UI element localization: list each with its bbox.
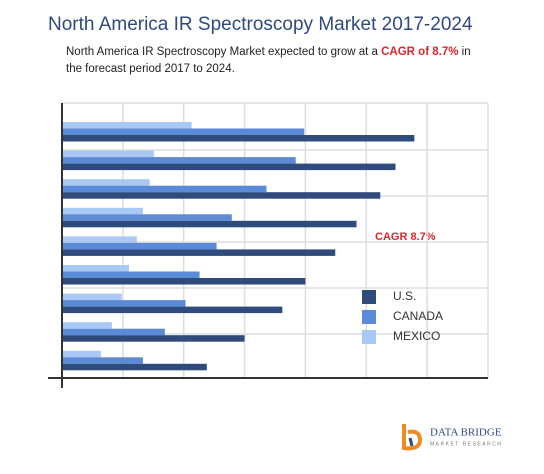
legend-label: CANADA: [393, 309, 443, 323]
subtitle-text: North America IR Spectroscopy Market exp…: [66, 46, 382, 58]
bar: [62, 236, 137, 243]
bar: [62, 179, 150, 186]
chart-title: North America IR Spectroscopy Market 201…: [48, 14, 473, 35]
annotation: CAGR 8.7%: [375, 231, 436, 243]
subtitle-highlight: CAGR of 8.7%: [381, 46, 459, 58]
bar: [62, 278, 306, 285]
bar: [62, 157, 296, 164]
bar: [62, 122, 192, 129]
bar: [62, 350, 101, 358]
bar: [62, 265, 129, 272]
bar: [62, 335, 245, 342]
subtitle-text: in the forecast period 2017 to 2024.: [66, 46, 471, 75]
logo-shape: [402, 424, 423, 451]
bar: [62, 242, 217, 250]
bar: [62, 363, 207, 371]
bar: [62, 220, 357, 228]
bar: [62, 322, 112, 329]
bar: [62, 163, 396, 171]
bar: [62, 357, 143, 364]
bar: [62, 135, 415, 142]
bar: [62, 328, 165, 336]
subtitle: North America IR Spectroscopy Market exp…: [66, 44, 478, 78]
bar: [62, 249, 336, 256]
legend-swatch: [362, 310, 376, 324]
bar: [62, 150, 154, 158]
bar: [62, 293, 122, 301]
bar: [62, 207, 143, 215]
legend-label: MEXICO: [393, 329, 440, 343]
bar: [62, 306, 283, 314]
bar: [62, 300, 186, 307]
logo-tagline: MARKET RESEARCH: [430, 441, 502, 447]
logo-icon: [402, 424, 423, 451]
legend-swatch: [362, 330, 376, 344]
logo-shape: [408, 437, 414, 447]
bar: [62, 192, 381, 199]
bar: [62, 185, 267, 193]
legend-swatch: [362, 290, 376, 304]
legend-label: U.S.: [393, 289, 416, 303]
bar: [62, 214, 232, 221]
bar: [62, 271, 200, 278]
logo-name: DATA BRIDGE: [430, 427, 502, 439]
bar: [62, 128, 305, 135]
